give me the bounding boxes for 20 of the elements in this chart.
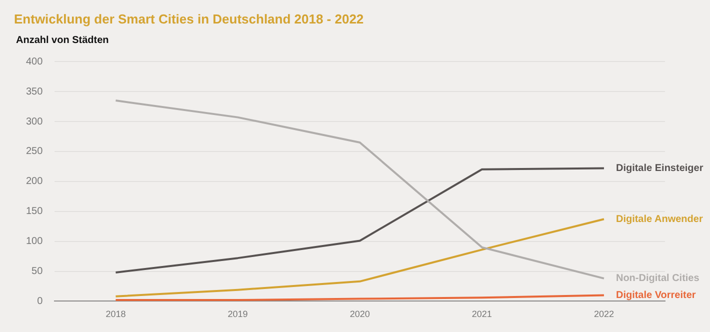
y-tick-label: 150 (26, 206, 44, 218)
y-axis-title: Anzahl von Städten (16, 34, 109, 46)
y-tick-label: 100 (26, 236, 44, 248)
y-tick-label: 0 (37, 296, 44, 307)
series-label: Digitale Einsteiger (616, 162, 704, 174)
x-tick-label: 2020 (350, 309, 370, 320)
y-tick-label: 250 (26, 146, 44, 158)
series-label: Digitale Anwender (616, 214, 703, 225)
y-tick-label: 300 (26, 116, 44, 128)
y-tick-label: 200 (26, 176, 44, 188)
x-tick-label: 2019 (228, 309, 248, 320)
x-tick-label: 2021 (472, 309, 492, 320)
x-tick-label: 2022 (594, 309, 614, 320)
series-label: Digitale Vorreiter (616, 290, 696, 301)
y-tick-label: 350 (26, 86, 44, 98)
x-tick-label: 2018 (106, 309, 126, 320)
y-tick-label: 50 (32, 266, 44, 277)
series-label: Non-Digital Cities (616, 273, 700, 284)
y-tick-label: 400 (26, 56, 44, 68)
chart-title: Entwicklung der Smart Cities in Deutschland 2018 - 2022 (14, 11, 364, 26)
